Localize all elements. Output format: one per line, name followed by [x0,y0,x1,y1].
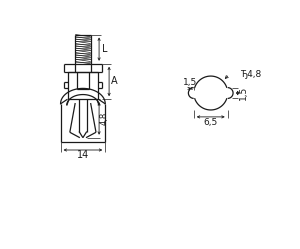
Text: A: A [111,76,118,86]
Text: 6,5: 6,5 [204,118,218,127]
Text: 1,5: 1,5 [183,78,197,87]
Text: L: L [102,44,107,54]
Text: Ђ4,8: Ђ4,8 [240,70,262,79]
Text: 14: 14 [77,150,89,160]
Text: 4,8: 4,8 [100,112,109,125]
Text: 1,5: 1,5 [239,86,248,100]
